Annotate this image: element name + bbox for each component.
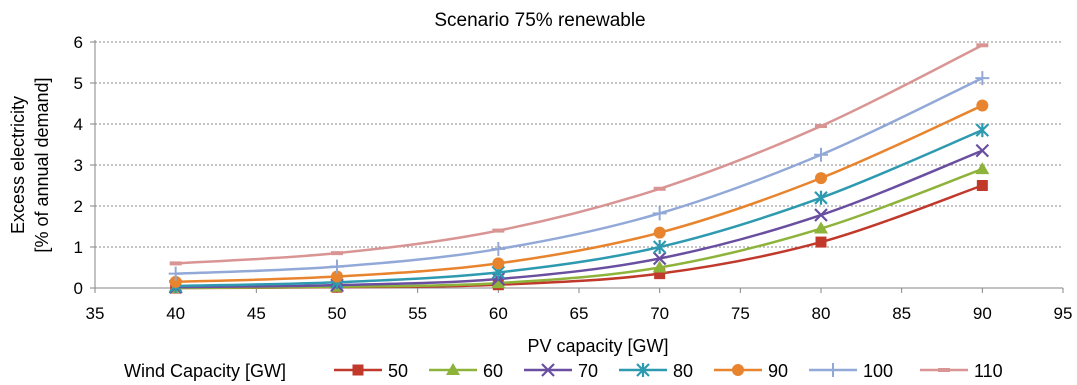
data-point	[975, 71, 990, 86]
legend-label: 70	[578, 361, 598, 381]
data-point	[815, 124, 827, 129]
legend-label: 90	[768, 361, 788, 381]
y-axis-title-line-1: Excess electricity	[8, 96, 28, 234]
data-point	[652, 240, 667, 254]
data-point	[976, 99, 989, 112]
legend-label: 50	[388, 361, 408, 381]
data-point	[976, 180, 988, 191]
y-tick-label: 2	[74, 197, 83, 216]
legend-item: 80	[619, 361, 693, 381]
x-tick-label: 80	[812, 304, 831, 323]
legend-item: 110	[920, 361, 1003, 381]
x-tick-label: 90	[973, 304, 992, 323]
data-point	[654, 268, 666, 280]
series-line	[175, 149, 983, 289]
data-point	[975, 123, 990, 138]
data-point	[492, 257, 505, 270]
y-tick-label: 6	[74, 33, 83, 52]
legend-marker	[541, 363, 555, 377]
gridlines	[90, 41, 1063, 289]
x-tick-label: 85	[892, 304, 911, 323]
x-tick-labels: 35 40 45 50 55 60 65 70 75 80 85 90 95	[86, 288, 1073, 323]
series-line	[175, 128, 983, 288]
legend-label: 60	[483, 361, 503, 381]
legend-marker	[446, 363, 460, 375]
legend-item: 60	[429, 361, 503, 381]
data-point	[814, 147, 828, 162]
legend-marker	[826, 363, 840, 377]
y-tick-label: 0	[74, 279, 83, 298]
x-tick-label: 75	[731, 304, 750, 323]
data-point	[169, 275, 182, 288]
x-tick-label: 65	[570, 304, 589, 323]
y-tick-label: 1	[74, 238, 83, 257]
y-tick-label: 4	[74, 115, 83, 134]
legend-item: 90	[714, 361, 788, 381]
series-90	[169, 99, 989, 288]
x-tick-label: 35	[86, 304, 105, 323]
data-point	[491, 276, 506, 289]
x-tick-label: 60	[489, 304, 508, 323]
data-point	[492, 228, 505, 233]
y-tick-labels: 0 1 2 3 4 5 6	[74, 33, 83, 298]
x-tick-label: 55	[408, 304, 427, 323]
x-tick-label: 95	[1054, 304, 1073, 323]
legend-label: 100	[863, 361, 893, 381]
legend-marker	[732, 364, 744, 376]
data-point	[652, 206, 667, 221]
legend-item: 50	[334, 361, 408, 381]
legend-marker	[938, 368, 950, 372]
legend: Wind Capacity [GW] 50 60 70 80 90 100 110	[124, 361, 1003, 381]
data-point	[653, 226, 666, 239]
data-point	[975, 143, 990, 158]
data-point	[652, 260, 667, 273]
legend-item: 100	[809, 361, 893, 381]
data-point	[976, 43, 989, 48]
x-tick-label: 70	[650, 304, 669, 323]
series	[168, 43, 990, 294]
data-point	[815, 172, 827, 185]
data-point	[652, 251, 667, 266]
y-axis-title-line-2: [% of annual demand]	[32, 77, 52, 252]
data-point	[653, 186, 666, 191]
data-point	[330, 259, 344, 274]
legend-marker	[352, 364, 364, 376]
series-line	[175, 167, 983, 290]
data-point	[814, 221, 828, 234]
data-point	[491, 242, 506, 257]
x-axis-title: PV capacity [GW]	[527, 336, 668, 356]
legend-title: Wind Capacity [GW]	[124, 361, 286, 381]
data-point	[975, 162, 990, 175]
data-point	[168, 266, 183, 281]
series-70	[168, 143, 990, 294]
y-tick-label: 5	[74, 74, 83, 93]
x-tick-label: 50	[328, 304, 347, 323]
x-tick-label: 40	[166, 304, 185, 323]
series-100	[168, 71, 990, 281]
series-line	[175, 76, 983, 275]
x-tick-label: 45	[247, 304, 266, 323]
series-80	[168, 123, 990, 293]
legend-label: 110	[974, 361, 1003, 381]
y-tick-label: 3	[74, 156, 83, 175]
data-point	[331, 270, 343, 283]
data-point	[815, 236, 827, 248]
legend-label: 80	[673, 361, 693, 381]
data-point	[169, 261, 182, 266]
chart-title: Scenario 75% renewable	[434, 10, 645, 31]
data-point	[814, 190, 828, 205]
data-point	[814, 208, 828, 222]
series-line	[175, 104, 983, 284]
legend-marker	[636, 363, 650, 377]
data-point	[331, 251, 343, 256]
series-line	[175, 44, 983, 265]
series-110	[169, 43, 989, 266]
legend-item: 70	[524, 361, 598, 381]
